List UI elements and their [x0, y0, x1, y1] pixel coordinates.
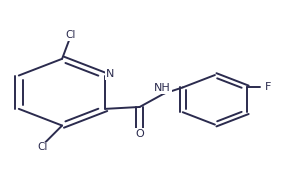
Text: Cl: Cl	[37, 142, 47, 152]
Text: Cl: Cl	[65, 30, 76, 40]
Text: F: F	[265, 82, 271, 92]
Text: N: N	[106, 69, 114, 79]
Text: NH: NH	[154, 83, 171, 93]
Text: O: O	[135, 129, 144, 139]
